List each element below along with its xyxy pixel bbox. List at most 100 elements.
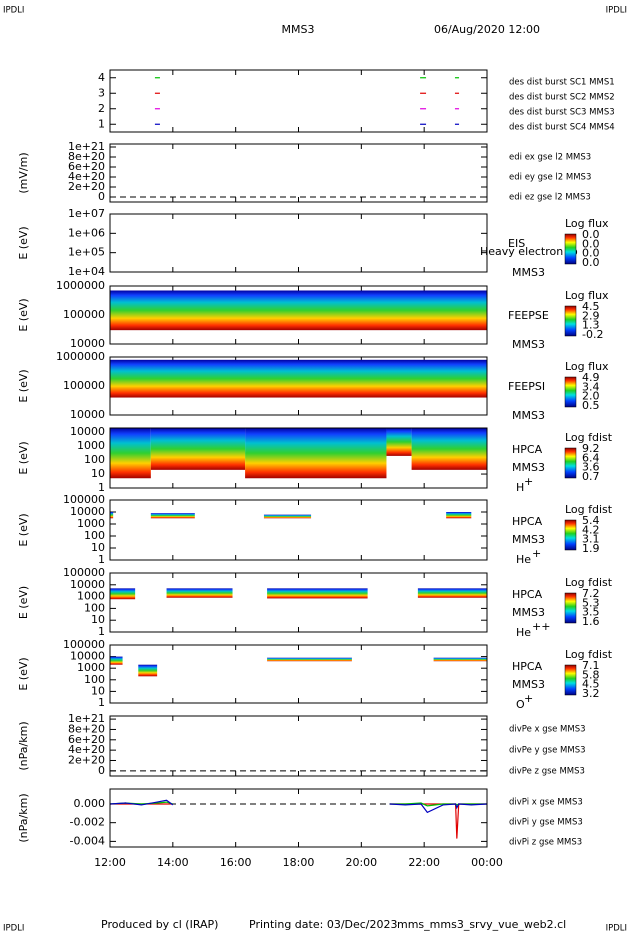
y-tick-label: 10000 <box>70 337 105 350</box>
legend-entry: divPe y gse MMS3 <box>509 746 586 756</box>
panel-frame <box>109 213 488 273</box>
colorbar-tick-label: 7.1 <box>582 659 600 672</box>
colorbar <box>564 519 577 551</box>
colorbar-tick-label: 5.3 <box>582 596 600 609</box>
panel-frame <box>109 499 488 561</box>
x-tick-label: 18:00 <box>283 856 315 869</box>
colorbar <box>564 305 577 337</box>
spectrogram-block <box>263 514 312 519</box>
y-tick-label: 1000 <box>77 590 105 603</box>
legend-entry: des dist burst SC2 MMS2 <box>509 93 615 103</box>
spacecraft-label: MMS3 <box>512 678 545 691</box>
footer-file: mms_mms3_srvy_vue_web2.cl <box>397 918 566 931</box>
colorbar-title: Log flux <box>565 217 609 230</box>
x-tick-label: 12:00 <box>94 856 126 869</box>
colorbar-title: Log fdist <box>565 431 613 444</box>
y-tick-label: 10000 <box>70 408 105 421</box>
data-line <box>389 803 488 814</box>
colorbar-tick-label: 0.5 <box>582 399 600 412</box>
colorbar-title: Log flux <box>565 360 609 373</box>
panel-frame <box>109 69 488 133</box>
y-tick-label: 1000 <box>77 517 105 530</box>
spectrogram-block <box>110 428 151 479</box>
legend-entry: edi ez gse l2 MMS3 <box>509 193 591 203</box>
panel-frame <box>109 644 488 704</box>
y-axis-label: E (eV) <box>17 369 30 402</box>
x-tick-label: 00:00 <box>471 856 503 869</box>
spacecraft-label: MMS3 <box>512 533 545 546</box>
legend-entry: des dist burst SC3 MMS3 <box>509 108 615 118</box>
y-tick-label: 1 <box>98 625 105 638</box>
y-tick-label: 0 <box>98 764 105 777</box>
legend-entry: divPi y gse MMS3 <box>509 818 583 828</box>
instrument-label: HPCA <box>512 443 543 456</box>
species-sup: + <box>524 475 533 488</box>
spacecraft-label: MMS3 <box>512 606 545 619</box>
colorbar-tick-label: 3.6 <box>582 461 600 474</box>
y-tick-label: 4e+20 <box>68 743 105 756</box>
y-tick-label: 6e+20 <box>68 733 105 746</box>
colorbar-tick-label: 9.2 <box>582 442 600 455</box>
y-tick-label: 2 <box>98 102 105 115</box>
y-tick-label: 10000 <box>70 650 105 663</box>
instrument-label: FEEPSE <box>508 309 549 322</box>
y-tick-label: 4 <box>98 71 105 84</box>
corner-label: IPDLI <box>3 924 24 934</box>
y-tick-label: 10000 <box>70 578 105 591</box>
y-tick-label: 1000 <box>77 439 105 452</box>
footer-producer: Produced by cl (IRAP) <box>101 918 218 931</box>
y-tick-label: 1e+21 <box>68 140 105 153</box>
y-tick-label: 8e+20 <box>68 722 105 735</box>
date: 06/Aug/2020 12:00 <box>434 23 540 36</box>
x-tick-label: 16:00 <box>220 856 252 869</box>
y-tick-label: 0.000 <box>74 797 106 810</box>
y-tick-label: 100 <box>84 673 105 686</box>
spectrogram-block <box>150 513 195 519</box>
spectrogram-block <box>267 657 352 662</box>
y-tick-label: 1 <box>98 553 105 566</box>
colorbar-tick-label: 2.0 <box>582 390 600 403</box>
title: MMS3 <box>282 23 315 36</box>
spectrogram-block <box>138 664 158 677</box>
y-tick-label: 100 <box>84 453 105 466</box>
data-line <box>389 803 487 839</box>
corner-label: IPDLI <box>606 6 627 16</box>
y-tick-label: 100000 <box>63 638 105 651</box>
y-tick-label: 1000000 <box>56 350 105 363</box>
spectrogram-block <box>110 359 487 398</box>
panel-frame <box>109 143 488 203</box>
corner-label: IPDLI <box>606 924 627 934</box>
species-label: He <box>516 626 531 639</box>
y-tick-label: 10000 <box>70 505 105 518</box>
colorbar-title: Log fdist <box>565 648 613 661</box>
x-tick-label: 14:00 <box>157 856 189 869</box>
spacecraft-label: MMS3 <box>512 338 545 351</box>
y-axis-label: (nPa/km) <box>17 793 30 842</box>
instrument-label: HPCA <box>512 515 543 528</box>
colorbar-tick-label: 0.0 <box>582 256 600 269</box>
spectrogram-block <box>267 588 368 599</box>
y-axis-label: (mV/m) <box>17 152 30 193</box>
colorbar <box>564 376 577 408</box>
note: Heavy electron to <box>480 245 578 258</box>
y-tick-label: 1e+21 <box>68 712 105 725</box>
species-label: O <box>516 698 525 711</box>
instrument-label: FEEPSI <box>508 380 545 393</box>
colorbar <box>564 592 577 624</box>
colorbar-tick-label: 3.4 <box>582 380 600 393</box>
spectrogram-block <box>411 428 487 470</box>
y-axis-label: E (eV) <box>17 586 30 619</box>
colorbar <box>564 664 577 696</box>
colorbar-tick-label: 4.5 <box>582 300 600 313</box>
y-tick-label: 100000 <box>63 493 105 506</box>
y-axis-label: E (eV) <box>17 657 30 690</box>
legend-entry: divPi z gse MMS3 <box>509 838 582 848</box>
y-tick-label: 1000000 <box>56 279 105 292</box>
y-tick-label: 100 <box>84 601 105 614</box>
y-tick-label: 10 <box>91 541 105 554</box>
y-axis-label: E (eV) <box>17 298 30 331</box>
legend-entry: edi ey gse l2 MMS3 <box>509 173 591 183</box>
species-sup: + <box>524 692 533 705</box>
y-tick-label: 10 <box>91 467 105 480</box>
colorbar-tick-label: 1.3 <box>582 319 600 332</box>
